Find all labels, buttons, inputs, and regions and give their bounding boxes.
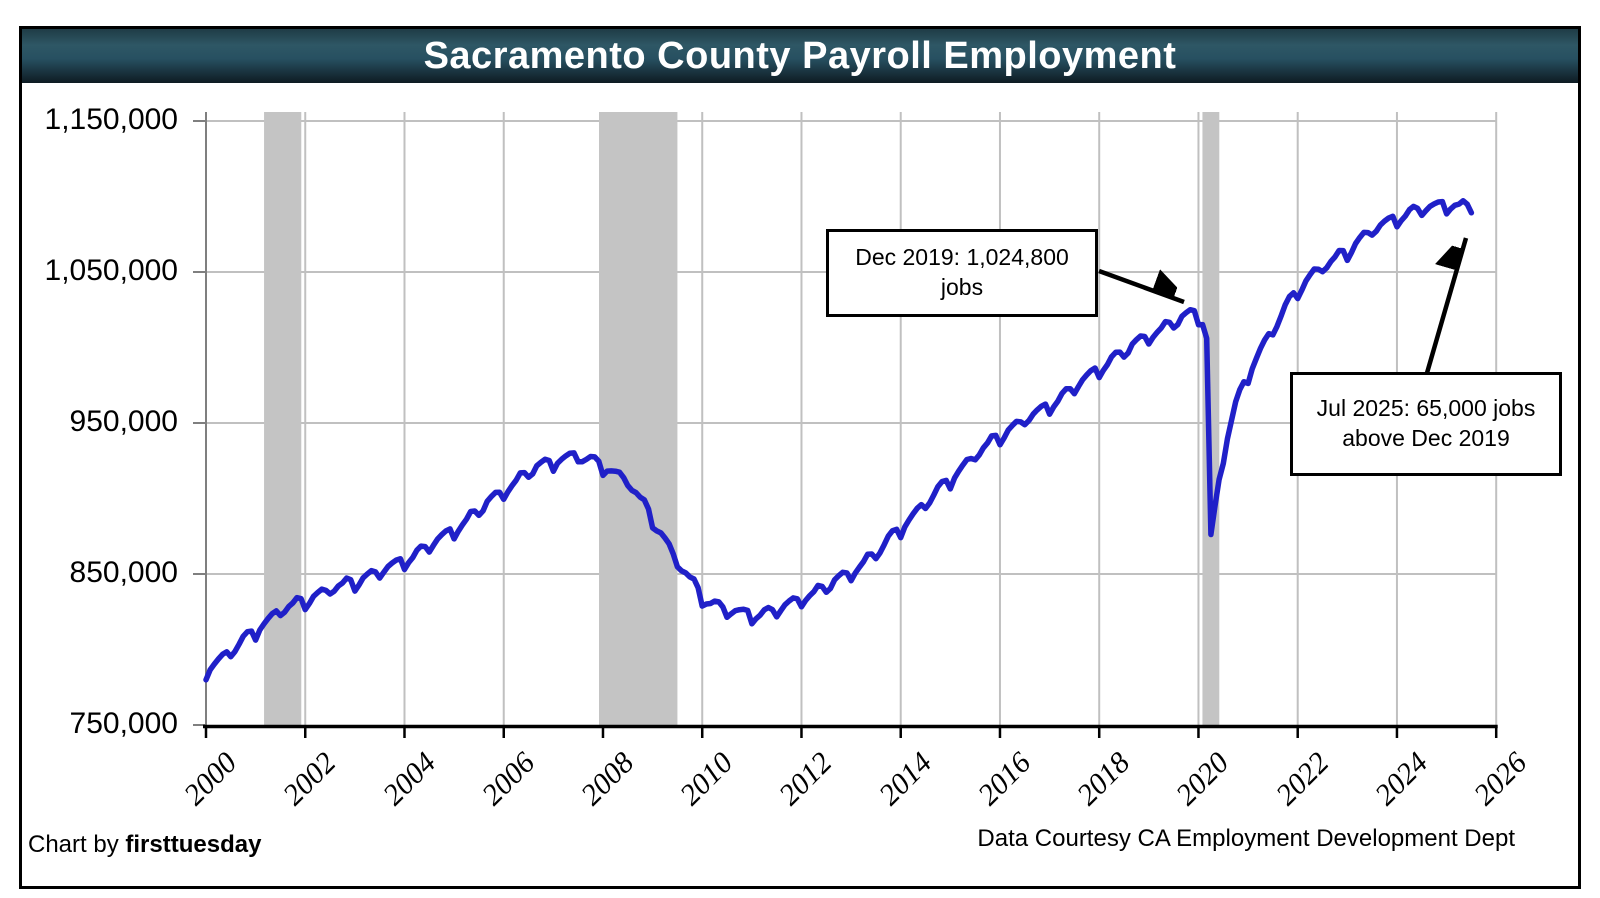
callout-dec-2019: Dec 2019: 1,024,800 jobs [826,229,1098,317]
y-axis-label: 950,000 [69,405,178,438]
callout-jul-2025: Jul 2025: 65,000 jobs above Dec 2019 [1290,372,1562,476]
callout-dec-2019-line1: Dec 2019: 1,024,800 [855,244,1069,271]
recession-band [599,112,678,725]
y-axis-label: 850,000 [69,556,178,589]
header-bar: Sacramento County Payroll Employment [22,29,1578,83]
footer-credit-prefix: Chart by [28,831,126,858]
jul-2025-arrow [1424,237,1469,374]
y-axis-label: 1,050,000 [44,254,178,287]
y-axis-label: 1,150,000 [44,103,178,136]
callout-dec-2019-line2: jobs [940,274,984,300]
footer-brand: firsttuesday [125,831,262,858]
y-axis-label: 750,000 [69,707,178,740]
callout-jul-2025-line2: above Dec 2019 [1342,425,1510,451]
dec-2019-arrow [1098,268,1185,305]
page-title: Sacramento County Payroll Employment [423,34,1177,77]
callout-jul-2025-line1: Jul 2025: 65,000 jobs [1316,395,1536,422]
footer-source: Data Courtesy CA Employment Development … [977,825,1515,852]
recession-band [264,112,302,725]
employment-line [203,198,1475,683]
footer-credit: Chart by firsttuesday [28,831,261,859]
